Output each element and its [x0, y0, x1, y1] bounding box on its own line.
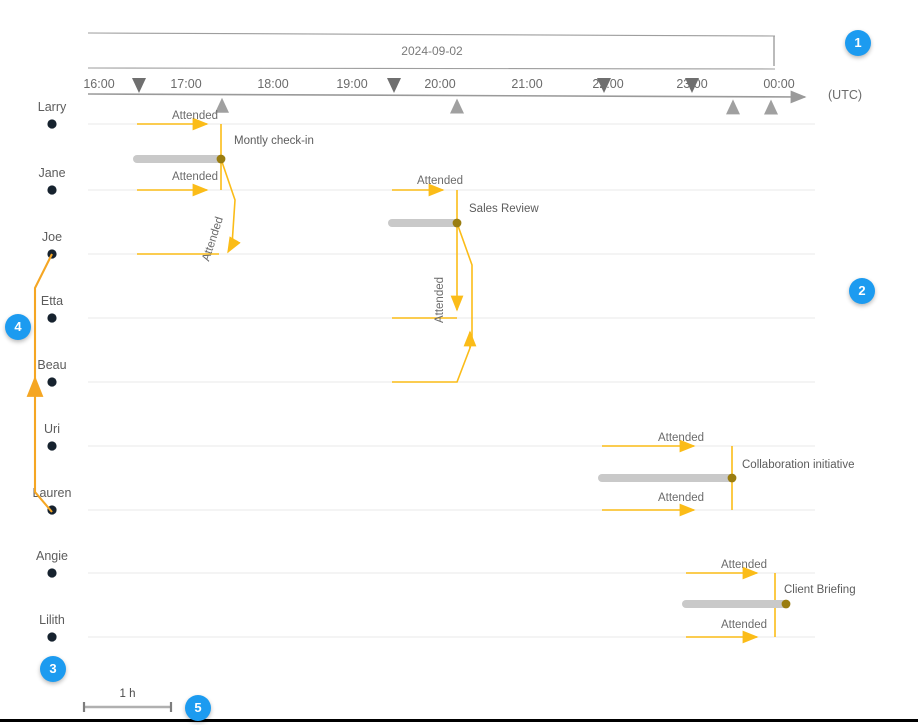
time-axis: (UTC) 16:0017:0018:0019:0020:0021:0022:0…	[83, 77, 862, 115]
event-connectors-client-briefing	[686, 566, 776, 644]
event-connectors-montly-check-in	[137, 117, 241, 255]
person-label: Jane	[38, 166, 65, 180]
axis-marker-down-icon	[597, 78, 611, 93]
lane-lines	[88, 123, 815, 638]
person-label: Lauren	[33, 486, 72, 500]
attended-label: Attended	[172, 110, 218, 122]
axis-tick-label: 20:00	[424, 77, 455, 91]
axis-marker-down-icon	[685, 78, 699, 93]
annotation-badge-4[interactable]: 4	[5, 314, 31, 340]
annotation-badge-3[interactable]: 3	[40, 656, 66, 682]
attended-label: Attended	[200, 215, 226, 263]
axis-marker-down-icon	[387, 78, 401, 93]
person-nodes: Larry Jane Joe Etta Beau Uri Lauren Angie Lilith	[33, 100, 72, 642]
annotation-badge-1[interactable]: 1	[845, 30, 871, 56]
person-node[interactable]	[47, 313, 57, 323]
person-node[interactable]	[47, 632, 57, 642]
axis-marker-up-icon	[764, 99, 778, 115]
event-end-dot[interactable]	[727, 473, 737, 483]
event-title-label: Client Briefing	[784, 584, 856, 596]
person-node[interactable]	[47, 377, 57, 387]
participant-travel-path	[26, 253, 53, 513]
axis-marker-up-icon	[215, 97, 229, 113]
person-label: Beau	[37, 358, 66, 372]
scale-bar-label: 1 h	[120, 688, 136, 700]
person-node[interactable]	[47, 441, 57, 451]
attended-label: Attended	[721, 619, 767, 631]
person-label: Angie	[36, 549, 68, 563]
attended-label: Attended	[172, 171, 218, 183]
person-node[interactable]	[47, 119, 57, 129]
axis-unit-label: (UTC)	[828, 88, 862, 102]
event-connectors-sales-review	[392, 183, 477, 383]
person-label: Uri	[44, 422, 60, 436]
date-band: 2024-09-02	[87, 32, 776, 70]
person-label: Joe	[42, 230, 62, 244]
attended-label: Attended	[434, 277, 446, 323]
event-title-label: Sales Review	[469, 203, 539, 215]
axis-marker-up-icon	[726, 99, 740, 115]
event-bars: Montly check-in Sales Review Collaboration…	[133, 135, 856, 609]
axis-tick-label: 16:00	[83, 77, 114, 91]
attended-label: Attended	[417, 175, 463, 187]
event-end-dot[interactable]	[452, 218, 462, 228]
axis-tick-label: 00:00	[763, 77, 794, 91]
person-label: Lilith	[39, 613, 65, 627]
axis-tick-label: 17:00	[170, 77, 201, 91]
bottom-rule	[0, 719, 918, 722]
event-title-label: Montly check-in	[234, 135, 314, 147]
attended-label: Attended	[658, 432, 704, 444]
attended-label: Attended	[658, 492, 704, 504]
axis-tick-label: 19:00	[336, 77, 367, 91]
annotation-badge-2[interactable]: 2	[849, 278, 875, 304]
person-node[interactable]	[47, 185, 57, 195]
annotation-badge-5[interactable]: 5	[185, 695, 211, 721]
axis-marker-down-icon	[132, 78, 146, 93]
axis-tick-label: 18:00	[257, 77, 288, 91]
date-band-label: 2024-09-02	[401, 44, 463, 58]
event-connectors-collaboration-initiative	[602, 439, 733, 517]
event-title-label: Collaboration initiative	[742, 459, 855, 471]
axis-tick-label: 21:00	[511, 77, 542, 91]
event-end-dot[interactable]	[216, 154, 226, 164]
attended-label: Attended	[721, 559, 767, 571]
person-node[interactable]	[47, 568, 57, 578]
person-label: Larry	[38, 100, 67, 114]
attendance-labels: Attended Attended Attended Attended Attended…	[172, 110, 767, 631]
person-label: Etta	[41, 294, 63, 308]
event-end-dot[interactable]	[781, 599, 791, 609]
scale-bar: 1 h	[82, 688, 173, 712]
axis-marker-up-icon	[450, 98, 464, 114]
